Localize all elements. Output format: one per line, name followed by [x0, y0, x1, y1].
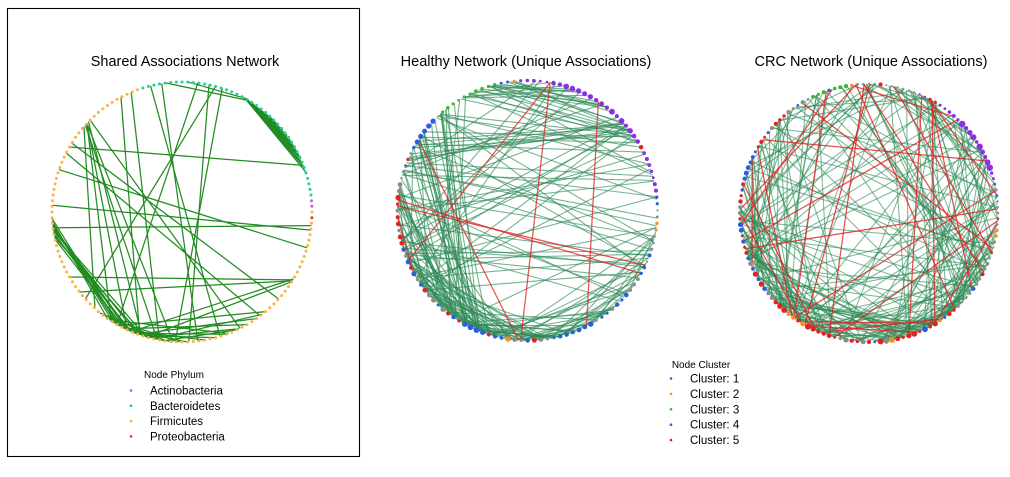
svg-text:Healthy Network (Unique Associ: Healthy Network (Unique Associations): [401, 54, 652, 70]
svg-text:Cluster: 3: Cluster: 3: [690, 404, 739, 416]
svg-text:Firmicutes: Firmicutes: [150, 416, 203, 428]
svg-text:Node Phylum: Node Phylum: [144, 370, 204, 381]
svg-text:CRC Network (Unique Associatio: CRC Network (Unique Associations): [755, 54, 988, 70]
svg-text:Shared Associations Network: Shared Associations Network: [91, 54, 280, 70]
svg-text:Node Cluster: Node Cluster: [672, 360, 731, 371]
svg-text:Bacteroidetes: Bacteroidetes: [150, 401, 221, 413]
svg-text:Actinobacteria: Actinobacteria: [150, 386, 223, 398]
svg-text:Cluster: 4: Cluster: 4: [690, 420, 740, 432]
svg-text:Cluster: 2: Cluster: 2: [690, 389, 739, 401]
svg-text:Proteobacteria: Proteobacteria: [150, 431, 225, 443]
svg-text:Cluster: 5: Cluster: 5: [690, 435, 739, 447]
svg-text:Cluster: 1: Cluster: 1: [690, 374, 739, 386]
